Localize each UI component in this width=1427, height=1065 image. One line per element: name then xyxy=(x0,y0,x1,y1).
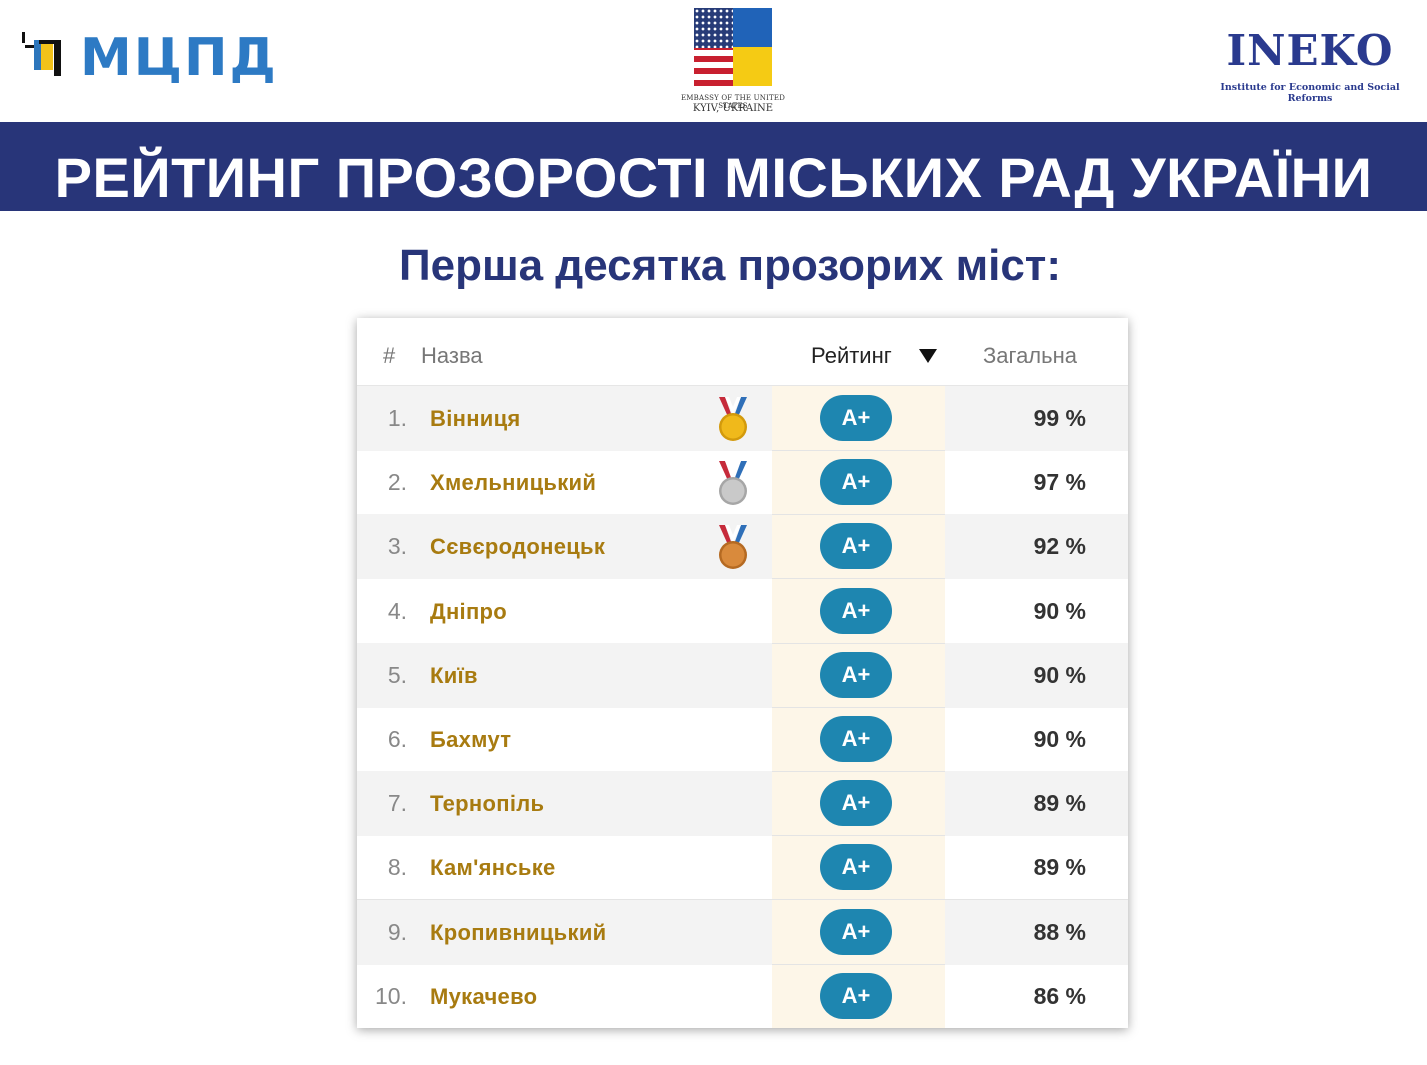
rating-badge: A+ xyxy=(820,972,892,1019)
mcpd-logo-text: МЦПД xyxy=(80,28,278,88)
table-row: 8. Кам'янське A+ 89 % xyxy=(357,835,1128,901)
table-row: 10. Мукачево A+ 86 % xyxy=(357,964,1128,1028)
header-name[interactable]: Назва xyxy=(421,343,483,368)
city-name-link[interactable]: Сєвєродонецьк xyxy=(430,534,606,560)
row-number: 9. xyxy=(387,918,407,945)
table-row: 6. Бахмут A+ 90 % xyxy=(357,707,1128,772)
table-row: 1. Вінниця A+ 99 % xyxy=(357,386,1128,451)
city-name-link[interactable]: Дніпро xyxy=(430,598,508,624)
row-number: 10. xyxy=(375,982,407,1009)
page-subtitle: Перша десятка прозорих міст: xyxy=(398,241,1062,290)
embassy-caption-line1: EMBASSY OF THE UNITED STATES xyxy=(680,94,786,110)
city-name-link[interactable]: Вінниця xyxy=(430,406,521,431)
page-title: РЕЙТИНГ ПРОЗОРОСТІ МІСЬКИХ РАД УКРАЇНИ xyxy=(54,146,1373,209)
total-score: 89 % xyxy=(1033,854,1086,881)
header-total[interactable]: Загальна xyxy=(983,343,1077,368)
row-number: 8. xyxy=(387,854,407,881)
table-row: 4. Дніпро A+ 90 % xyxy=(357,579,1128,644)
us-ukraine-flag-icon xyxy=(694,8,772,86)
rating-badge: A+ xyxy=(820,395,892,441)
table-row: 3. Сєвєродонецьк A+ 92 % xyxy=(357,514,1128,580)
city-name-link[interactable]: Київ xyxy=(430,662,478,688)
sort-down-icon[interactable] xyxy=(919,349,937,363)
row-number: 7. xyxy=(387,790,407,817)
header-rating[interactable]: Рейтинг xyxy=(811,343,892,368)
table-row: 7. Тернопіль A+ 89 % xyxy=(357,771,1128,837)
table-row: 9. Кропивницький A+ 88 % xyxy=(357,899,1128,965)
city-name-link[interactable]: Кам'янське xyxy=(430,855,556,881)
bronze-medal-icon xyxy=(719,525,747,570)
total-score: 90 % xyxy=(1033,726,1086,752)
rating-badge: A+ xyxy=(820,908,892,955)
row-number: 2. xyxy=(387,469,407,496)
embassy-caption-line2: KYIV, UKRAINE xyxy=(692,103,774,114)
us-embassy-logo: EMBASSY OF THE UNITED STATES KYIV, UKRAI… xyxy=(668,8,798,116)
rating-badge: A+ xyxy=(820,587,892,634)
table-row: 5. Київ A+ 90 % xyxy=(357,642,1128,708)
row-number: 3. xyxy=(387,533,407,560)
mcpd-logo: МЦПД xyxy=(22,30,276,86)
ineko-logo-text: INEKO xyxy=(1226,26,1394,75)
total-score: 86 % xyxy=(1033,982,1086,1009)
row-number: 4. xyxy=(387,597,407,624)
gold-medal-icon xyxy=(719,397,747,441)
ranking-table: # Назва Рейтинг Загальна 1. Вінниця A+ 99 %… xyxy=(357,318,1128,1028)
total-score: 90 % xyxy=(1033,597,1086,624)
title-band: РЕЙТИНГ ПРОЗОРОСТІ МІСЬКИХ РАД УКРАЇНИ xyxy=(0,122,1427,211)
total-score: 90 % xyxy=(1033,661,1086,688)
rating-badge: A+ xyxy=(820,844,892,891)
table-header: # Назва Рейтинг Загальна xyxy=(357,318,1128,386)
total-score: 89 % xyxy=(1033,790,1086,817)
rating-badge: A+ xyxy=(820,651,892,698)
total-score: 97 % xyxy=(1033,469,1086,496)
total-score: 92 % xyxy=(1033,533,1086,560)
row-number: 1. xyxy=(387,405,407,431)
city-name-link[interactable]: Кропивницький xyxy=(430,919,607,945)
rating-badge: A+ xyxy=(820,523,892,570)
city-name-link[interactable]: Мукачево xyxy=(430,983,538,1009)
rating-badge: A+ xyxy=(820,780,892,827)
mcpd-logo-mark-icon xyxy=(22,30,68,78)
rating-badge: A+ xyxy=(820,459,892,506)
city-name-link[interactable]: Бахмут xyxy=(430,727,512,752)
table-row: 2. Хмельницький A+ 97 % xyxy=(357,450,1128,516)
city-name-link[interactable]: Тернопіль xyxy=(430,791,545,817)
rating-badge: A+ xyxy=(820,716,892,762)
row-number: 5. xyxy=(387,661,407,688)
total-score: 88 % xyxy=(1033,918,1086,945)
header-num: # xyxy=(383,343,396,368)
row-number: 6. xyxy=(387,726,407,752)
city-name-link[interactable]: Хмельницький xyxy=(430,470,597,496)
ineko-tagline: Institute for Economic and Social Reform… xyxy=(1220,82,1400,104)
silver-medal-icon xyxy=(719,461,747,506)
ineko-logo: INEKO Institute for Economic and Social … xyxy=(1210,26,1410,105)
total-score: 99 % xyxy=(1033,405,1086,431)
